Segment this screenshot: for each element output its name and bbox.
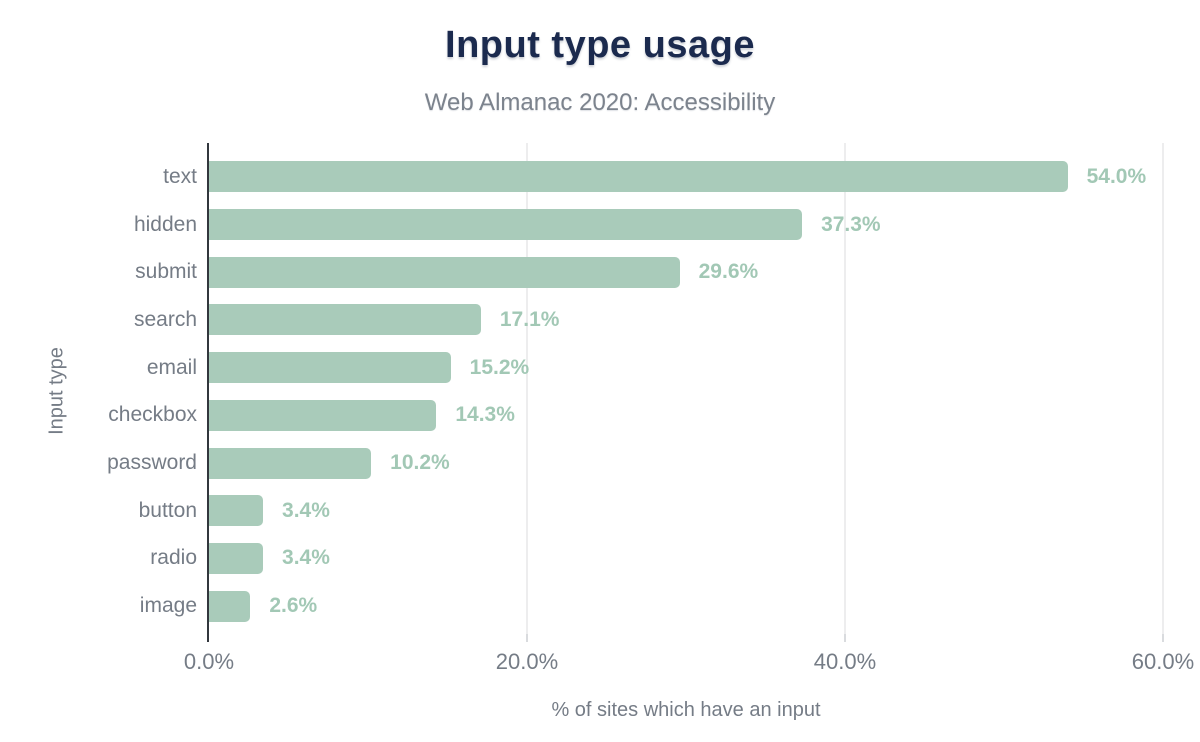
bar[interactable] <box>209 590 251 622</box>
bar[interactable] <box>209 495 264 527</box>
gridline <box>843 143 846 634</box>
gridline <box>1162 143 1164 634</box>
bar-zone: 10.2% <box>209 447 1163 479</box>
bar-row: radio 3.4% <box>0 535 1200 583</box>
bar-zone: 3.4% <box>209 542 1163 574</box>
value-label: 3.4% <box>282 498 330 522</box>
bar-zone: 15.2% <box>209 352 1163 384</box>
value-label: 10.2% <box>390 451 450 475</box>
value-label: 2.6% <box>269 594 318 618</box>
bar-zone: 3.4% <box>209 495 1163 527</box>
bar[interactable] <box>209 399 437 431</box>
bar[interactable] <box>209 447 372 479</box>
x-tick-label: 20.0% <box>495 649 559 674</box>
x-axis-tick <box>525 634 528 642</box>
bar-row: checkbox 14.3% <box>0 392 1200 440</box>
x-axis-tick <box>843 634 846 642</box>
y-axis-line <box>207 143 209 642</box>
value-label: 17.1% <box>499 307 560 331</box>
category-label: image <box>139 594 197 618</box>
bar-row: submit 29.6% <box>0 248 1200 296</box>
plot-area <box>209 143 1164 642</box>
x-axis-title: % of sites which have an input <box>551 699 821 721</box>
value-label: 3.4% <box>282 546 330 570</box>
value-label: 15.2% <box>469 355 530 379</box>
category-label: password <box>107 451 197 475</box>
bar-row: image 2.6% <box>0 582 1200 630</box>
bar-zone: 17.1% <box>209 304 1163 336</box>
x-tick-label: 40.0% <box>813 649 877 674</box>
bar[interactable] <box>209 209 803 241</box>
bar-zone: 54.0% <box>209 161 1163 193</box>
chart-title: Input type usage <box>445 24 755 66</box>
category-label: text <box>163 164 197 188</box>
category-label: submit <box>135 260 197 284</box>
category-label: radio <box>150 546 197 570</box>
chart-subtitle: Web Almanac 2020: Accessibility <box>424 89 776 116</box>
bar-zone: 14.3% <box>209 399 1163 431</box>
bar[interactable] <box>209 161 1068 193</box>
bar-row: button 3.4% <box>0 487 1200 535</box>
category-label: email <box>146 355 197 379</box>
category-label: button <box>138 498 197 522</box>
bar-row: search 17.1% <box>0 296 1200 344</box>
bar-row: email 15.2% <box>0 344 1200 392</box>
x-axis-tick <box>1162 634 1164 642</box>
bar-zone: 37.3% <box>209 209 1163 241</box>
x-axis-tick-labels: 0.0% 20.0% 40.0% 60.0% <box>184 649 1194 674</box>
bar-row: text 54.0% <box>0 153 1200 201</box>
bar[interactable] <box>209 256 680 288</box>
x-tick-label: 0.0% <box>183 649 235 674</box>
gridline <box>525 143 528 634</box>
bar-row: password 10.2% <box>0 439 1200 487</box>
bar[interactable] <box>209 304 481 336</box>
category-label: checkbox <box>108 403 197 427</box>
x-tick-label: 60.0% <box>1131 649 1195 674</box>
bar-zone: 2.6% <box>209 590 1163 622</box>
value-label: 37.3% <box>821 212 881 236</box>
bar-row: hidden 37.3% <box>0 201 1200 249</box>
bar-rows: text 54.0% hidden 37.3% submit 29.6% sea… <box>0 153 1200 630</box>
value-label: 54.0% <box>1086 164 1147 188</box>
category-label: hidden <box>133 212 197 236</box>
bar[interactable] <box>209 352 451 384</box>
value-label: 14.3% <box>455 403 515 427</box>
bar[interactable] <box>209 542 264 574</box>
bar-zone: 29.6% <box>209 256 1163 288</box>
category-label: search <box>133 307 197 331</box>
value-label: 29.6% <box>698 260 759 284</box>
